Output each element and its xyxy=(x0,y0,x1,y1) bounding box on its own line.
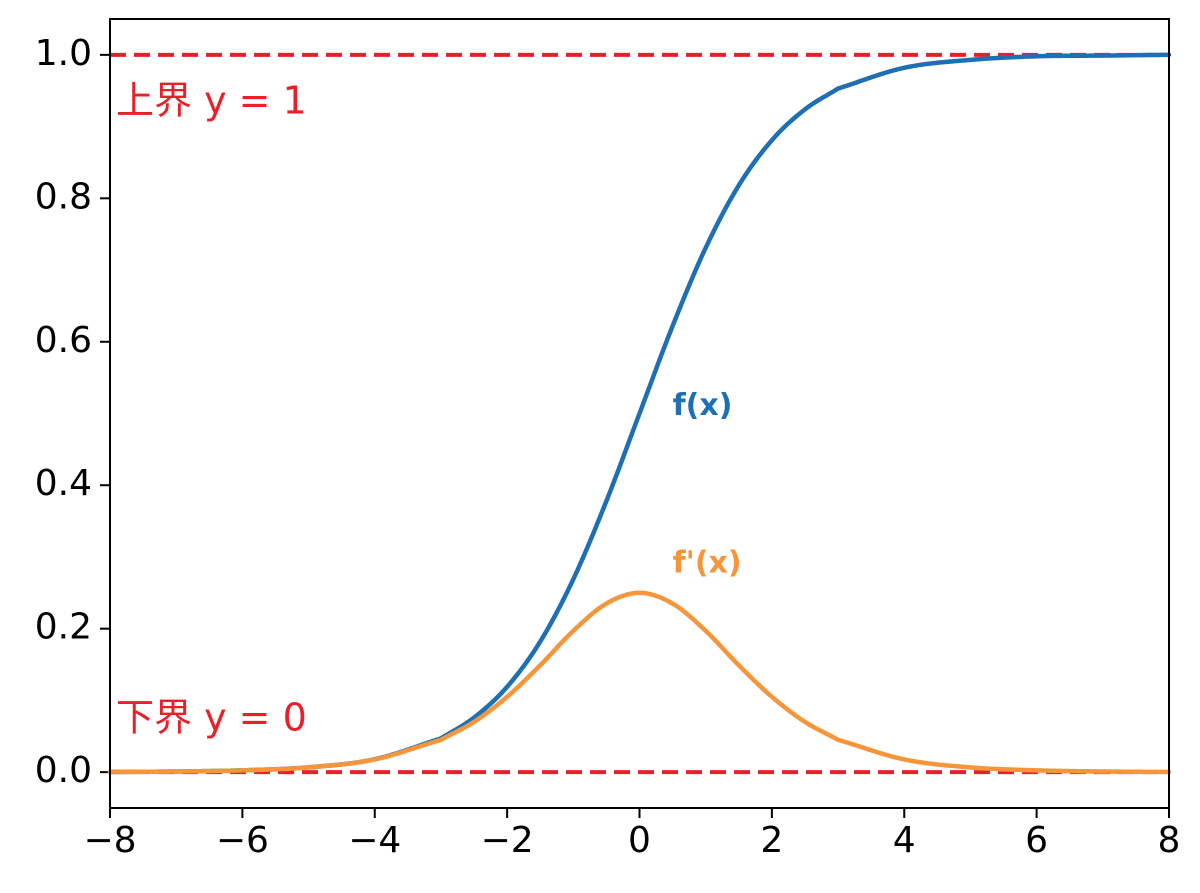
plot-frame xyxy=(109,18,1170,809)
x-tick-label: 4 xyxy=(893,820,916,861)
reference-lines: 上界 y = 1 下界 y = 0 xyxy=(110,52,1169,775)
y-tick-label: 0.4 xyxy=(35,463,92,504)
y-axis-ticks: 0.0 0.2 0.4 0.6 0.8 1.0 xyxy=(35,33,110,791)
y-tick-label: 0.0 xyxy=(35,750,92,791)
x-tick-label: 0 xyxy=(628,820,651,861)
x-tick-label: −6 xyxy=(216,820,269,861)
y-tick-label: 1.0 xyxy=(35,33,92,74)
x-tick-label: 6 xyxy=(1025,820,1048,861)
x-tick-label: 8 xyxy=(1158,820,1181,861)
upper-bound-label: 上界 y = 1 xyxy=(116,78,307,122)
series-line-f-prime xyxy=(107,590,1172,775)
x-axis-ticks: −8 −6 −4 −2 0 2 4 6 8 xyxy=(83,808,1180,861)
lower-bound-label: 下界 y = 0 xyxy=(116,696,307,740)
x-tick-label: −8 xyxy=(83,820,136,861)
annotations: f(x) f'(x) xyxy=(673,388,742,581)
y-tick-label: 0.2 xyxy=(35,607,92,648)
x-tick-label: 2 xyxy=(760,820,783,861)
f-curve-label: f(x) xyxy=(673,388,733,423)
y-tick-label: 0.6 xyxy=(35,320,92,361)
x-tick-label: −2 xyxy=(481,820,534,861)
f-prime-curve-label: f'(x) xyxy=(673,546,742,581)
series-lines xyxy=(107,52,1172,775)
x-tick-label: −4 xyxy=(348,820,401,861)
y-tick-label: 0.8 xyxy=(35,176,92,217)
